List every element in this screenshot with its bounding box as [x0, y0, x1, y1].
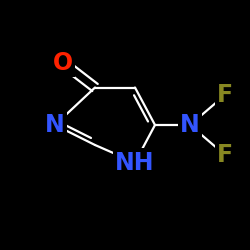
Text: NH: NH	[115, 150, 155, 174]
Text: F: F	[217, 143, 233, 167]
Text: F: F	[217, 83, 233, 107]
Text: O: O	[52, 50, 72, 74]
Text: N: N	[180, 113, 200, 137]
Text: N: N	[45, 113, 65, 137]
